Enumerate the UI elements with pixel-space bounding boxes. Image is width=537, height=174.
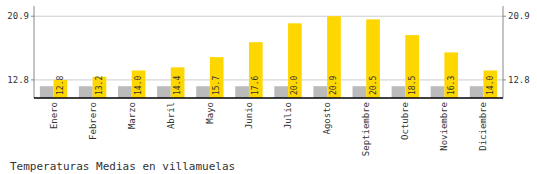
x-tick-label: Agosto <box>322 102 332 135</box>
bar <box>288 23 302 98</box>
y2-tick <box>503 79 506 80</box>
data-label: 16.3 <box>447 76 456 95</box>
data-label: 14.0 <box>134 76 143 95</box>
x-tick-label: Octubre <box>400 102 410 140</box>
bar <box>235 86 249 98</box>
bar <box>483 70 497 98</box>
x-tick-label: Julio <box>283 102 293 129</box>
y-tick <box>31 16 34 17</box>
y2-axis-line <box>503 6 504 98</box>
bar <box>405 35 419 98</box>
x-tick-label: Junio <box>244 102 254 129</box>
x-axis-line <box>34 97 503 99</box>
bar <box>118 86 132 98</box>
x-tick-label: Mayo <box>205 102 215 124</box>
bar <box>444 52 458 98</box>
x-tick-label: Abril <box>166 102 176 129</box>
bar <box>327 16 341 98</box>
bar <box>431 86 445 98</box>
title: Temperaturas Medias en villamuelas <box>10 160 235 173</box>
x-tick-label: Febrero <box>88 102 98 140</box>
x-tick-label: Septiembre <box>361 102 371 156</box>
data-label: 15.7 <box>212 76 221 95</box>
bar <box>79 86 93 98</box>
x-tick-label: Enero <box>49 102 59 129</box>
bar <box>392 86 406 98</box>
x-tick-label: Diciembre <box>478 102 488 151</box>
grid-line <box>34 16 503 17</box>
y-tick-label: 12.8 <box>7 75 29 85</box>
data-label: 20.0 <box>290 76 299 95</box>
bar <box>470 86 484 98</box>
y-axis-line <box>34 6 35 98</box>
bars <box>40 16 497 98</box>
bar <box>274 86 288 98</box>
chart: 12.8 13.2 14.0 14.4 15.7 17.6 20.0 20.9 20.5 18.5… <box>0 0 537 174</box>
y2-tick-label: 20.9 <box>508 11 530 21</box>
data-label: 17.6 <box>251 76 260 95</box>
data-label: 14.4 <box>173 76 182 95</box>
y-tick <box>31 79 34 80</box>
data-label: 20.9 <box>329 76 338 95</box>
bar <box>313 86 327 98</box>
data-label: 13.2 <box>95 76 104 95</box>
x-tick-label: Noviembre <box>439 102 449 151</box>
data-label: 12.8 <box>56 76 65 95</box>
y2-tick <box>503 16 506 17</box>
data-label: 18.5 <box>408 76 417 95</box>
bar <box>210 57 224 98</box>
x-tick-label: Marzo <box>127 102 137 129</box>
bar <box>366 19 380 98</box>
bar <box>40 86 54 98</box>
bar <box>171 67 185 98</box>
data-label: 14.0 <box>486 76 495 95</box>
bar <box>132 70 146 98</box>
y2-tick-label: 12.8 <box>508 75 530 85</box>
bar <box>249 42 263 98</box>
bar <box>353 86 367 98</box>
bar <box>196 86 210 98</box>
bar <box>157 86 171 98</box>
data-label: 20.5 <box>369 76 378 95</box>
y-tick-label: 20.9 <box>7 11 29 21</box>
